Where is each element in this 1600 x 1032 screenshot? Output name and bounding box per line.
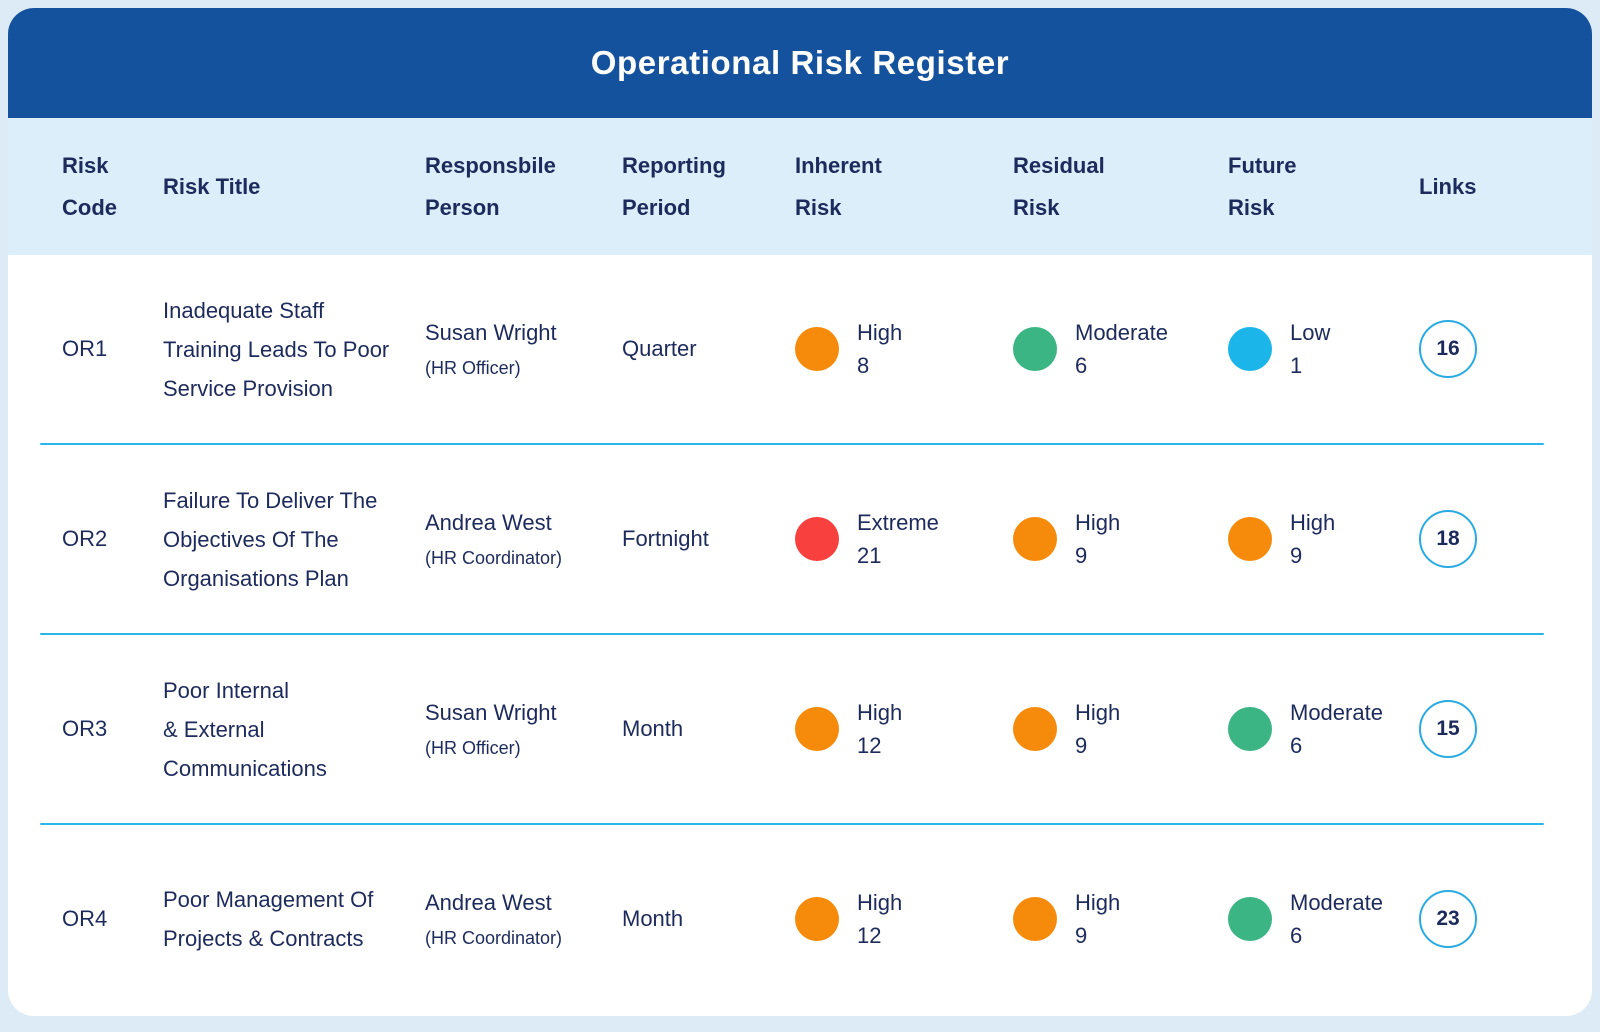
links-badge[interactable]: 18 (1419, 510, 1477, 568)
person-name: Susan Wright (425, 319, 557, 345)
person-role: (HR Officer) (425, 737, 521, 758)
column-header-residual-risk: Residual Risk (1013, 152, 1105, 220)
residual-risk-cell: High 9 (1013, 506, 1228, 572)
risk-title: Inadequate Staff Training Leads To Poor … (163, 297, 390, 401)
risk-score: 1 (1290, 353, 1303, 378)
risk-title: Poor Management Of Projects & Contracts (163, 887, 374, 951)
risk-level-label: Moderate (1290, 890, 1383, 915)
risk-score: 6 (1075, 353, 1088, 378)
person-role: (HR Coordinator) (425, 927, 563, 948)
table-row: OR1 Inadequate Staff Training Leads To P… (8, 255, 1592, 443)
responsible-person: Andrea West (HR Coordinator) (425, 890, 622, 949)
risk-score: 9 (1075, 733, 1088, 758)
responsible-person: Susan Wright (HR Officer) (425, 700, 622, 759)
risk-score: 9 (1290, 543, 1303, 568)
risk-level-dot (1228, 897, 1272, 941)
risk-level-label: High (857, 320, 903, 345)
risk-score: 12 (857, 923, 882, 948)
risk-register-card: Operational Risk Register Risk Code Risk… (8, 8, 1592, 1016)
risk-level-dot (795, 897, 839, 941)
table-row: OR4 Poor Management Of Projects & Contra… (8, 825, 1592, 1013)
risk-score: 8 (857, 353, 870, 378)
column-header-responsible-person: Responsbile Person (425, 152, 556, 220)
risk-level-label: High (1075, 510, 1121, 535)
future-risk-cell: Moderate 6 (1228, 696, 1419, 762)
row-divider (40, 633, 1544, 635)
column-header-inherent-risk: Inherent Risk (795, 152, 882, 220)
future-risk-cell: High 9 (1228, 506, 1419, 572)
inherent-risk-cell: High 12 (795, 696, 1013, 762)
residual-risk-cell: High 9 (1013, 886, 1228, 952)
risk-level-label: Moderate (1290, 700, 1383, 725)
links-cell: 15 (1419, 700, 1592, 758)
risk-title: Poor Internal & External Communications (163, 677, 327, 781)
links-cell: 16 (1419, 320, 1592, 378)
risk-code: OR1 (62, 336, 108, 361)
row-divider (40, 443, 1544, 445)
column-header-future-risk: Future Risk (1228, 152, 1297, 220)
reporting-period: Fortnight (622, 526, 709, 551)
links-cell: 18 (1419, 510, 1592, 568)
risk-level-label: Moderate (1075, 320, 1168, 345)
risk-level-label: High (1075, 890, 1121, 915)
risk-code: OR4 (62, 906, 108, 931)
future-risk-cell: Low 1 (1228, 316, 1419, 382)
risk-score: 6 (1290, 733, 1303, 758)
risk-score: 9 (1075, 923, 1088, 948)
risk-level-dot (1013, 897, 1057, 941)
links-badge[interactable]: 15 (1419, 700, 1477, 758)
residual-risk-cell: Moderate 6 (1013, 316, 1228, 382)
risk-title: Failure To Deliver The Objectives Of The… (163, 487, 378, 591)
risk-level-dot (795, 517, 839, 561)
risk-level-dot (1013, 517, 1057, 561)
table-row: OR3 Poor Internal & External Communicati… (8, 635, 1592, 823)
inherent-risk-cell: Extreme 21 (795, 506, 1013, 572)
column-header-reporting-period: Reporting Period (622, 152, 726, 220)
risk-level-label: High (1290, 510, 1336, 535)
page-title: Operational Risk Register (590, 44, 1010, 81)
risk-level-dot (1228, 517, 1272, 561)
risk-level-dot (1013, 707, 1057, 751)
risk-level-label: High (857, 700, 903, 725)
row-divider (40, 823, 1544, 825)
risk-code: OR3 (62, 716, 108, 741)
column-header-links: Links (1419, 173, 1477, 199)
inherent-risk-cell: High 12 (795, 886, 1013, 952)
risk-level-label: Extreme (857, 510, 939, 535)
reporting-period: Month (622, 906, 684, 931)
risk-level-dot (795, 707, 839, 751)
risk-level-label: High (1075, 700, 1121, 725)
risk-score: 21 (857, 543, 882, 568)
reporting-period: Month (622, 716, 684, 741)
risk-level-dot (795, 327, 839, 371)
risk-code: OR2 (62, 526, 108, 551)
inherent-risk-cell: High 8 (795, 316, 1013, 382)
person-name: Susan Wright (425, 699, 557, 725)
risk-score: 6 (1290, 923, 1303, 948)
links-cell: 23 (1419, 890, 1592, 948)
links-badge[interactable]: 16 (1419, 320, 1477, 378)
links-badge[interactable]: 23 (1419, 890, 1477, 948)
table-header-row: Risk Code Risk Title Responsbile Person … (8, 118, 1592, 255)
reporting-period: Quarter (622, 336, 697, 361)
risk-level-dot (1228, 327, 1272, 371)
person-name: Andrea West (425, 509, 552, 535)
risk-level-dot (1013, 327, 1057, 371)
person-role: (HR Officer) (425, 357, 521, 378)
title-bar: Operational Risk Register (8, 8, 1592, 118)
column-header-risk-code: Risk Code (62, 152, 117, 220)
risk-score: 12 (857, 733, 882, 758)
risk-level-dot (1228, 707, 1272, 751)
table-row: OR2 Failure To Deliver The Objectives Of… (8, 445, 1592, 633)
responsible-person: Andrea West (HR Coordinator) (425, 510, 622, 569)
residual-risk-cell: High 9 (1013, 696, 1228, 762)
person-name: Andrea West (425, 889, 552, 915)
risk-score: 9 (1075, 543, 1088, 568)
risk-level-label: High (857, 890, 903, 915)
person-role: (HR Coordinator) (425, 547, 563, 568)
future-risk-cell: Moderate 6 (1228, 886, 1419, 952)
responsible-person: Susan Wright (HR Officer) (425, 320, 622, 379)
column-header-risk-title: Risk Title (163, 173, 261, 199)
risk-level-label: Low (1290, 320, 1331, 345)
